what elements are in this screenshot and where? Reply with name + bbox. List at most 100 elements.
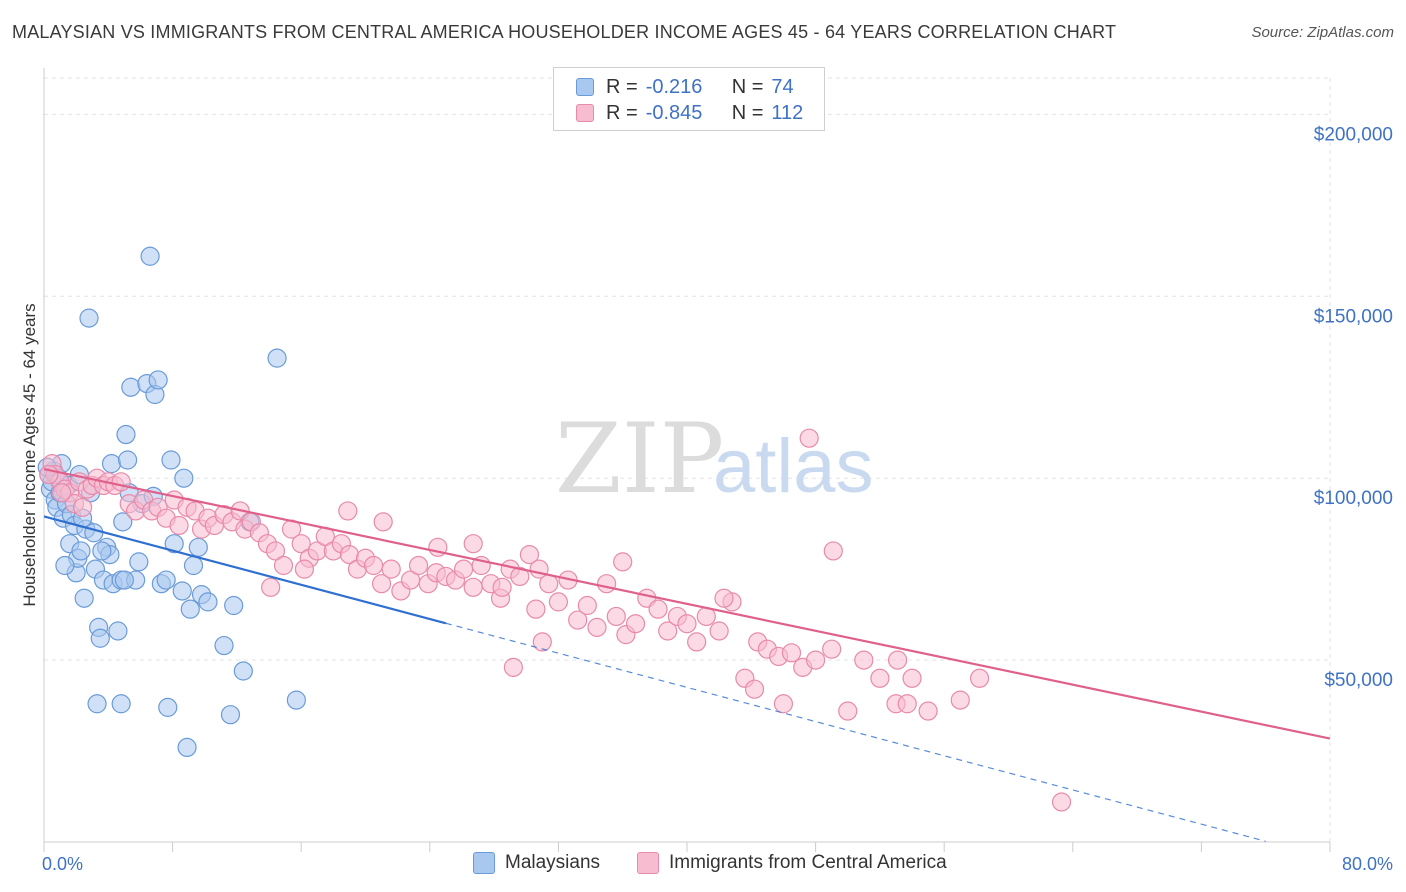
data-point xyxy=(113,512,133,532)
data-point xyxy=(169,515,189,536)
data-point xyxy=(84,523,104,543)
data-point xyxy=(161,450,181,470)
data-point xyxy=(969,668,990,688)
data-point xyxy=(116,424,136,445)
data-point xyxy=(773,694,794,714)
y-axis-label: Householder Income Ages 45 - 64 years xyxy=(20,303,39,606)
data-point xyxy=(677,614,697,634)
legend-label-malaysians: Malaysians xyxy=(505,852,601,873)
legend-item-central-america[interactable]: Immigrants from Central America xyxy=(637,852,947,874)
data-point xyxy=(273,555,294,576)
legend-swatch-malaysians xyxy=(473,852,495,874)
data-point xyxy=(577,595,597,616)
stats-legend: R = -0.216 N = 74 R = -0.845 N = 112 xyxy=(553,67,825,131)
data-point xyxy=(111,694,131,714)
data-point xyxy=(172,581,192,601)
data-point xyxy=(121,377,141,397)
data-point xyxy=(519,544,540,565)
data-point xyxy=(510,566,530,587)
y-tick-label: $150,000 xyxy=(1314,306,1393,327)
data-point xyxy=(261,577,281,597)
trend-line-dashed xyxy=(445,622,1266,842)
stats-row-malaysians: R = -0.216 N = 74 xyxy=(576,75,794,99)
data-point xyxy=(220,705,241,725)
data-point xyxy=(108,621,128,641)
x-tick-labels: 0.0% 80.0% xyxy=(42,854,1393,874)
data-point xyxy=(72,497,93,517)
data-point xyxy=(265,541,286,561)
n-value: 74 xyxy=(771,75,794,98)
data-point xyxy=(79,308,99,328)
data-point xyxy=(92,541,112,561)
data-point xyxy=(854,650,874,670)
y-tick-labels: $50,000 $100,000 $150,000 $200,000 xyxy=(1314,124,1393,691)
data-point xyxy=(87,694,107,714)
data-point xyxy=(625,614,646,634)
data-point xyxy=(799,428,819,448)
legend-label-central-america: Immigrants from Central America xyxy=(669,852,947,873)
axes xyxy=(43,68,1331,852)
data-point xyxy=(177,737,197,758)
data-point xyxy=(503,657,523,677)
r-label: R = xyxy=(606,101,638,124)
data-point xyxy=(233,661,253,681)
data-point xyxy=(363,555,384,576)
data-point xyxy=(74,588,94,608)
central-america-points xyxy=(39,428,1072,812)
data-point xyxy=(709,621,729,641)
data-point xyxy=(117,450,138,470)
y-tick-label: $50,000 xyxy=(1324,670,1393,691)
data-point xyxy=(1051,792,1072,812)
data-point xyxy=(539,574,559,594)
series-legend: Malaysians Immigrants from Central Ameri… xyxy=(0,852,1406,878)
data-point xyxy=(492,577,512,597)
data-point xyxy=(55,555,75,576)
data-point xyxy=(526,599,546,619)
data-point xyxy=(648,599,668,619)
data-point xyxy=(463,534,483,554)
data-point xyxy=(371,574,392,594)
data-point xyxy=(90,628,110,648)
watermark: ZIP atlas xyxy=(555,403,874,515)
data-point xyxy=(823,541,843,561)
data-point xyxy=(950,690,970,710)
data-point xyxy=(52,483,72,503)
data-point xyxy=(129,552,149,572)
data-point xyxy=(887,650,908,670)
trend-line-solid xyxy=(43,468,1331,740)
data-point xyxy=(822,639,842,659)
legend-item-malaysians[interactable]: Malaysians xyxy=(473,852,600,874)
data-point xyxy=(902,668,922,688)
data-point xyxy=(71,541,91,561)
x-tick-label: 0.0% xyxy=(42,854,83,874)
trend-line-solid xyxy=(43,515,447,625)
n-label: N = xyxy=(731,75,764,98)
data-point xyxy=(39,464,59,485)
data-point xyxy=(174,468,194,488)
data-point xyxy=(781,643,802,663)
data-point xyxy=(294,559,315,579)
x-tick-label: 80.0% xyxy=(1342,854,1393,874)
source-label: Source: ZipAtlas.com xyxy=(1251,24,1394,41)
data-point xyxy=(111,472,131,492)
data-point xyxy=(338,501,358,521)
r-value: -0.216 xyxy=(645,75,703,98)
data-point xyxy=(164,534,184,554)
watermark-atlas: atlas xyxy=(713,424,874,509)
data-point xyxy=(158,697,178,717)
r-value: -0.845 xyxy=(645,101,703,124)
n-value: 112 xyxy=(771,101,804,124)
r-label: R = xyxy=(606,75,638,98)
data-point xyxy=(373,512,393,532)
data-point xyxy=(156,570,176,590)
stats-swatch-central-america xyxy=(576,104,594,122)
stats-swatch-malaysians xyxy=(576,78,594,96)
data-point xyxy=(805,650,826,670)
watermark-zip: ZIP xyxy=(555,403,724,515)
data-point xyxy=(180,599,200,619)
data-point xyxy=(140,246,160,266)
data-point xyxy=(214,635,234,656)
data-point xyxy=(267,348,287,368)
data-point xyxy=(587,617,607,637)
